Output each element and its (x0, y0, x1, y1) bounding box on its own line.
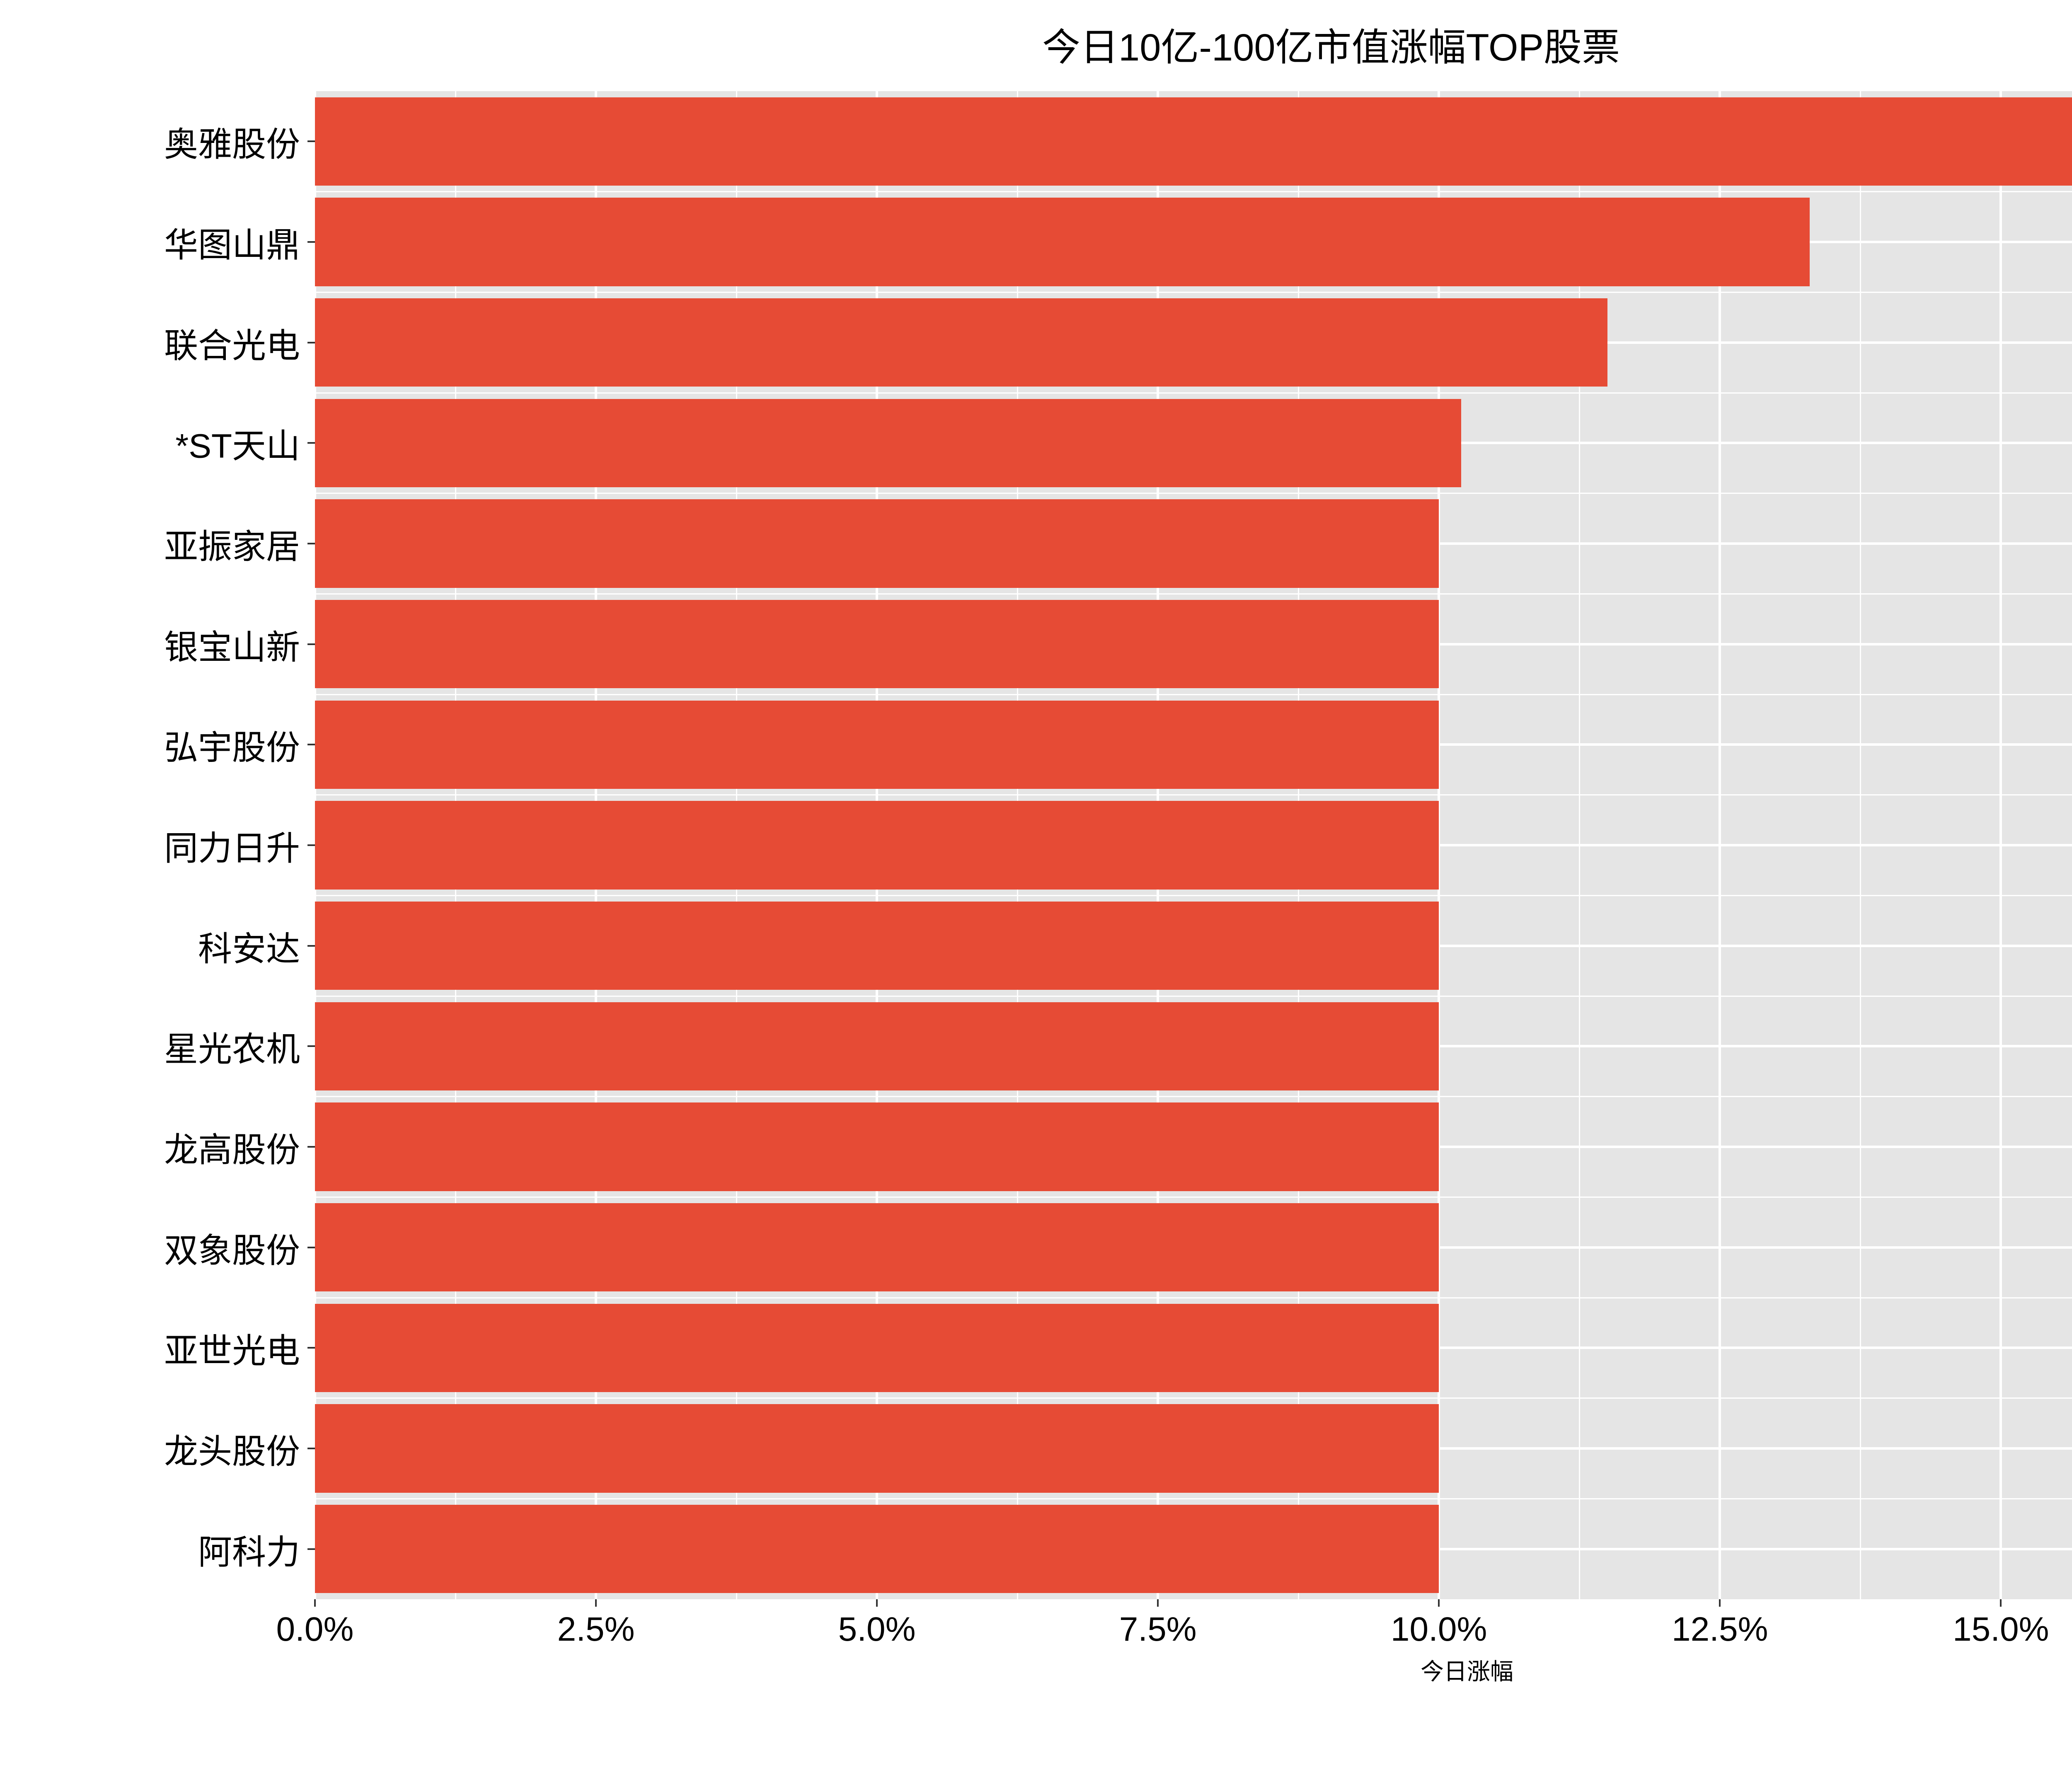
y-tick-label: 亚世光电 (164, 1323, 315, 1373)
x-tick (1157, 1599, 1159, 1607)
x-tick (1438, 1599, 1440, 1607)
plot-area: 奥雅股份华图山鼎联合光电*ST天山亚振家居银宝山新弘宇股份同力日升科安达星光农机… (315, 91, 2072, 1599)
grid-horizontal-minor (315, 694, 2072, 695)
bar (315, 902, 1439, 990)
x-tick-label: 15.0% (1953, 1610, 2049, 1649)
bar (315, 1002, 1439, 1091)
y-tick-label: 华图山鼎 (164, 218, 315, 267)
grid-horizontal-minor (315, 1297, 2072, 1298)
grid-horizontal-minor (315, 794, 2072, 795)
y-tick-label: 弘宇股份 (164, 720, 315, 769)
y-tick-label: 奥雅股份 (164, 117, 315, 166)
grid-horizontal-minor (315, 1498, 2072, 1499)
bar (315, 198, 1810, 286)
bar (315, 97, 2072, 186)
grid-horizontal-minor (315, 191, 2072, 192)
y-tick-label: 亚振家居 (164, 519, 315, 568)
x-tick (2000, 1599, 2002, 1607)
grid-horizontal-minor (315, 895, 2072, 896)
chart-container: 今日10亿-100亿市值涨幅TOP股票 奥雅股份华图山鼎联合光电*ST天山亚振家… (0, 0, 2072, 1789)
x-tick (876, 1599, 878, 1607)
x-tick (595, 1599, 597, 1607)
bar (315, 1304, 1439, 1393)
bar (315, 1203, 1439, 1292)
bar (315, 600, 1439, 689)
bar (315, 801, 1439, 890)
grid-horizontal-minor (315, 392, 2072, 394)
bar (315, 1102, 1439, 1191)
y-tick-label: 科安达 (198, 921, 315, 970)
y-tick-label: 龙高股份 (164, 1122, 315, 1172)
grid-horizontal-minor (315, 493, 2072, 494)
bar (315, 1404, 1439, 1493)
bar (315, 298, 1607, 387)
grid-horizontal-minor (315, 1096, 2072, 1097)
bar (315, 399, 1461, 488)
x-tick-label: 12.5% (1672, 1610, 1768, 1649)
x-axis-title: 今日涨幅 (1421, 1653, 1513, 1687)
bar (315, 1505, 1439, 1593)
x-tick (1719, 1599, 1721, 1607)
x-tick-label: 10.0% (1391, 1610, 1487, 1649)
grid-horizontal-minor (315, 292, 2072, 293)
x-tick-label: 7.5% (1119, 1610, 1197, 1649)
x-tick-label: 2.5% (557, 1610, 635, 1649)
chart-title: 今日10亿-100亿市值涨幅TOP股票 (0, 0, 2072, 72)
x-tick (314, 1599, 316, 1607)
bar (315, 499, 1439, 588)
y-tick-label: 银宝山新 (164, 619, 315, 669)
grid-horizontal-minor (315, 593, 2072, 595)
y-tick-label: 龙头股份 (164, 1424, 315, 1473)
y-tick-label: 阿科力 (198, 1524, 315, 1574)
x-tick-label: 0.0% (276, 1610, 354, 1649)
y-tick-label: 同力日升 (164, 821, 315, 870)
grid-horizontal-minor (315, 1197, 2072, 1198)
bar (315, 701, 1439, 789)
grid-horizontal-minor (315, 1397, 2072, 1399)
y-tick-label: 双象股份 (164, 1223, 315, 1272)
y-tick-label: 星光农机 (164, 1022, 315, 1071)
x-tick-label: 5.0% (838, 1610, 916, 1649)
y-tick-label: 联合光电 (164, 318, 315, 367)
grid-horizontal-minor (315, 996, 2072, 997)
y-tick-label: *ST天山 (175, 418, 315, 468)
